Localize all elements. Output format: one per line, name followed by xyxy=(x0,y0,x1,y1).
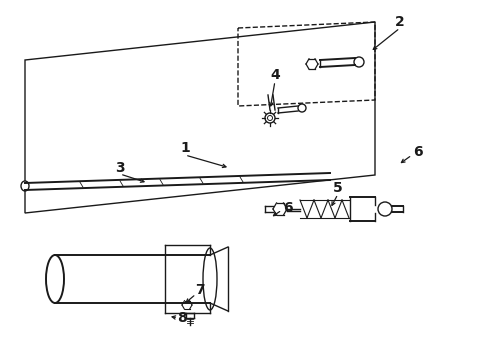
Text: 4: 4 xyxy=(270,68,280,82)
Text: 3: 3 xyxy=(115,161,125,175)
Ellipse shape xyxy=(21,181,29,191)
Text: 7: 7 xyxy=(195,283,205,297)
Text: 1: 1 xyxy=(180,141,190,155)
Text: 6: 6 xyxy=(413,145,423,159)
Text: 5: 5 xyxy=(333,181,343,195)
Text: 8: 8 xyxy=(177,311,187,325)
Text: 6: 6 xyxy=(283,201,293,215)
Ellipse shape xyxy=(46,255,64,303)
Ellipse shape xyxy=(203,248,217,310)
Text: 2: 2 xyxy=(395,15,405,29)
